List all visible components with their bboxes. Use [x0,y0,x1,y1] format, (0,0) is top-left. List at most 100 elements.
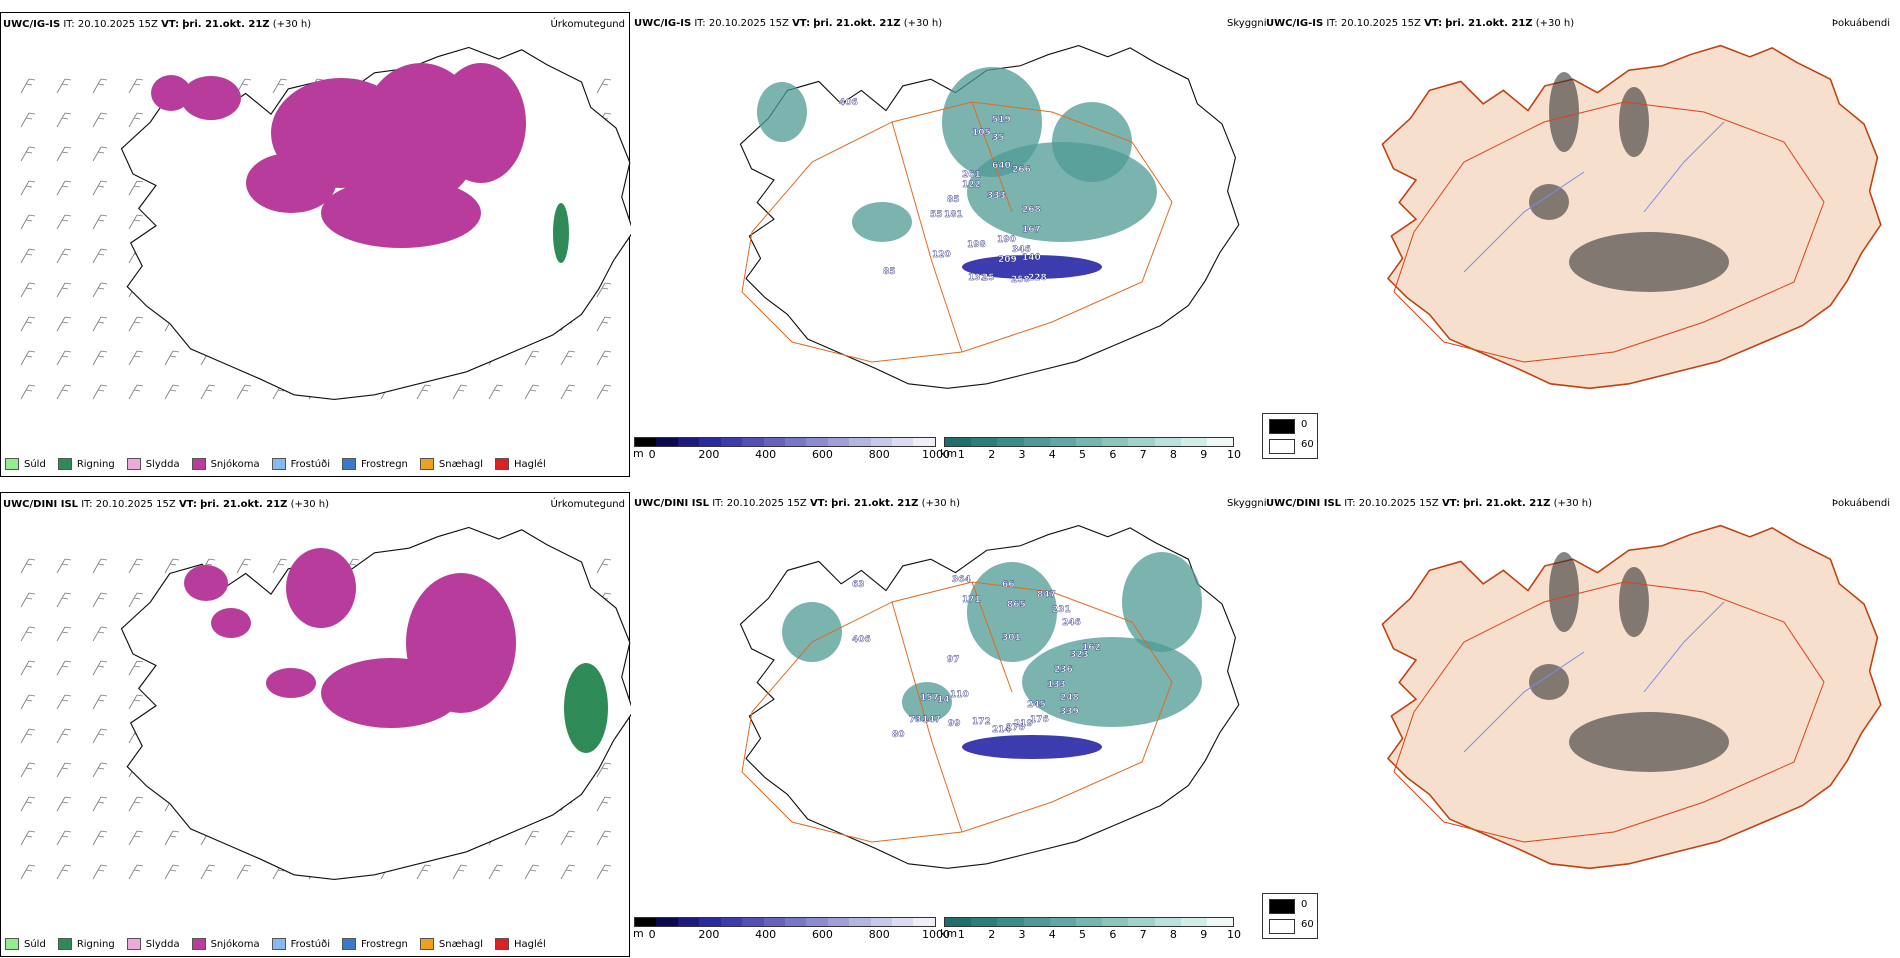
wind-barb [56,728,72,744]
visibility-label: 99 [948,719,961,729]
colorbar-tick: 5 [1079,448,1087,461]
legend-item: Haglél [495,938,546,950]
fog-panel-row1: UWC/IG-IS IT: 20.10.2025 15Z VT: þri. 21… [1262,12,1894,477]
panel-header: UWC/IG-IS IT: 20.10.2025 15Z VT: þri. 21… [634,18,943,29]
visibility-label: 847 [1037,590,1056,600]
elevation-colorbar: 0 200 400 600 800 1000 m [633,917,950,941]
fog-legend: 0 60 [1262,893,1318,939]
legend-item: Rigning [57,938,115,950]
road-network [1393,581,1825,843]
wind-barb [128,864,144,880]
visibility-label: 171 [962,595,981,605]
snowfall-area [321,658,461,728]
colorbar-step [1049,438,1076,446]
colorbar-tick: 3 [1018,928,1026,941]
colorbar-tick: 8 [1169,928,1177,941]
low-visibility-area [902,682,952,722]
wind-barb [20,316,36,332]
wind-barb [92,214,108,230]
legend-item: Frostregn [342,458,408,470]
colorbar-step [1102,438,1129,446]
wind-barb [92,112,108,128]
wind-barb [92,592,108,608]
visibility-label: 346 [1012,245,1031,255]
low-visibility-area [852,202,912,242]
legend-swatch [271,458,286,470]
visibility-label: 66 [1002,580,1015,590]
colorbar-step [1049,918,1076,926]
low-visibility-area [967,562,1057,662]
legend-item: Súld [5,938,46,950]
wind-barb [20,864,36,880]
colorbar-tick: 2 [988,928,996,941]
wind-barb [56,180,72,196]
visibility-label: 339 [1060,707,1079,717]
wind-barb [56,248,72,264]
colorbar-step [870,918,893,926]
fog-index-area [1549,552,1579,632]
precip-legend: Súld Rigning Slydda Snjókoma Frostúði Frostre… [5,458,546,470]
wind-barb [20,830,36,846]
colorbar-step [677,438,700,446]
colorbar-tick: 0 [648,448,656,461]
road-network [741,581,1173,843]
colorbar-step [997,918,1024,926]
legend-item: Snæhagl [419,458,483,470]
colorbar-step [1128,918,1155,926]
wind-barb [20,248,36,264]
wind-barb [524,830,540,846]
wind-barb [20,214,36,230]
wind-barb [488,384,504,400]
colorbar-tick: 6 [1109,928,1117,941]
legend-swatch [419,458,434,470]
cloud-panel-row2: 63 364 171 66 847 865 231 246 301 406 323 162 97 236 1… [632,492,1267,957]
visibility-label: 228 [1028,273,1047,283]
visibility-label: 190 [997,235,1016,245]
visibility-label: 219 [1014,719,1033,729]
wind-barb [524,384,540,400]
legend-swatch [342,458,356,470]
visibility-label: 176 [1030,715,1049,725]
legend-item: Snjókoma [191,938,260,950]
wind-barb [20,112,36,128]
colorbar-step [849,918,871,926]
colorbar-tick: 4 [1048,448,1056,461]
wind-barb [92,384,108,400]
snowfall-area [436,63,526,183]
wind-barb [92,660,108,676]
colorbar-step [635,918,657,926]
colorbar-step [945,438,972,446]
wind-barb [56,830,72,846]
colorbar-tick: 400 [755,928,777,941]
visibility-label: 276 [1006,723,1025,733]
legend-label: Snjókoma [210,938,260,950]
fog-map [1381,44,1882,390]
wind-barb [236,384,252,400]
glacier-elevation [962,255,1102,279]
visibility-label: 261 [962,170,981,180]
road-network [1393,101,1825,363]
snowfall-area [151,75,191,111]
colorbar-tick: 9 [1200,448,1208,461]
colorbar-step [892,918,914,926]
wind-barb [56,146,72,162]
wind-barb [452,864,468,880]
colorbar-tick: 400 [755,448,777,461]
wind-barb [596,558,612,574]
wind-barb [92,864,108,880]
wind-barb [560,830,576,846]
fog-label: 60 [1301,439,1314,450]
visibility-label: 133 [1047,680,1066,690]
wind-barb [596,762,612,778]
legend-swatch [495,458,510,470]
visibility-label: 181 [944,210,963,220]
wind-barb [56,214,72,230]
legend-label: Rigning [76,938,115,950]
visibility-label: 162 [1082,643,1101,653]
snowfall-area [286,548,356,628]
colorbar-step [763,438,785,446]
wind-barb [92,796,108,812]
colorbar-tick: 800 [868,448,890,461]
fog-label: 0 [1301,899,1308,910]
